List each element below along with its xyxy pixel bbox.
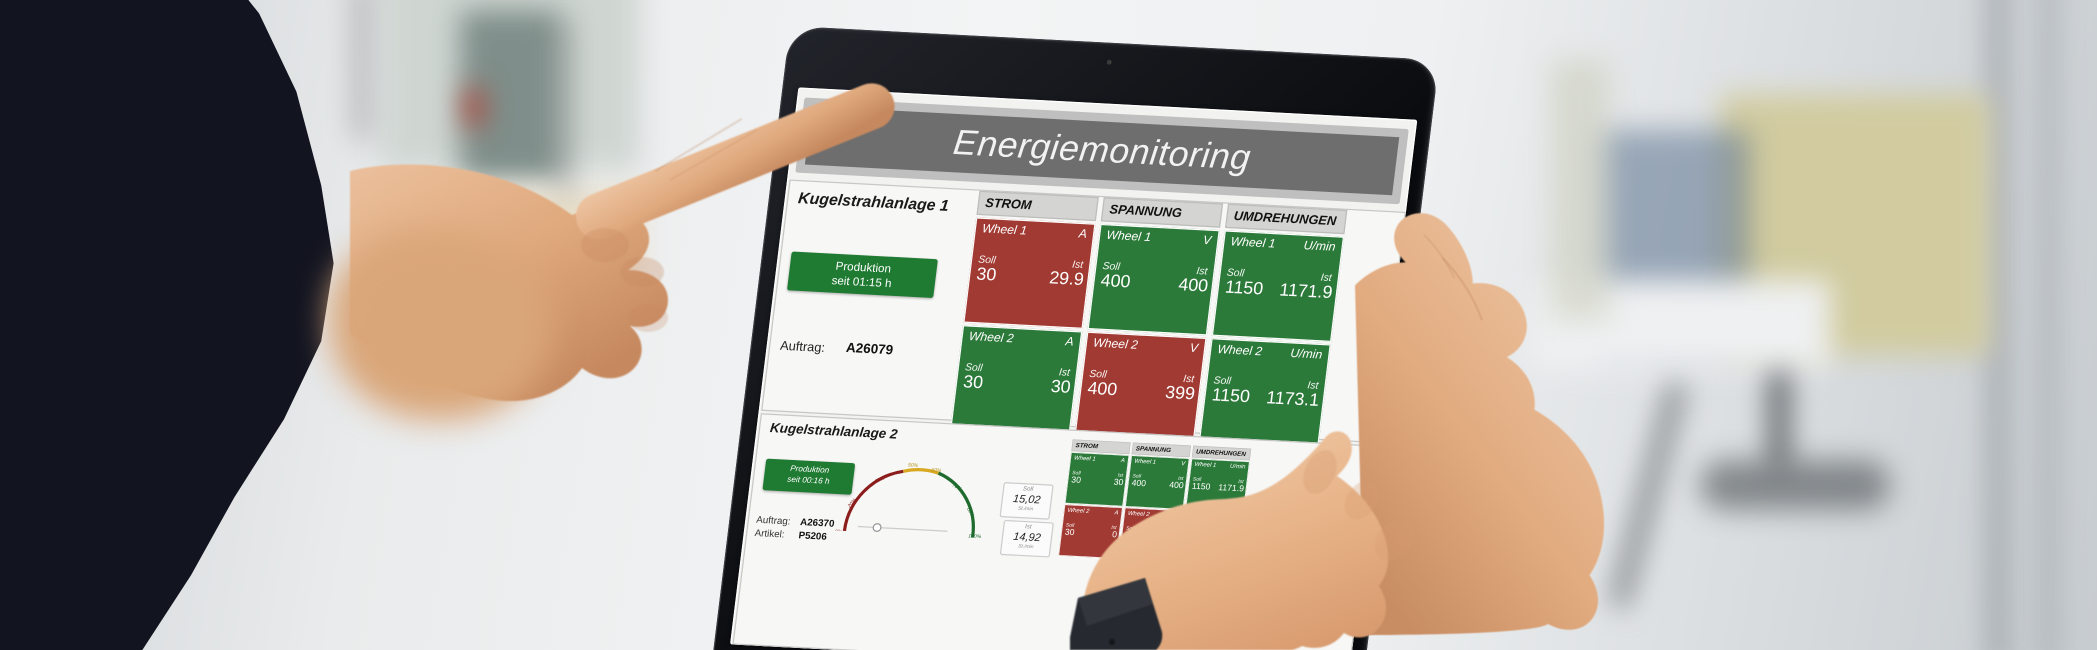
svg-text:Leistung 39.33 %: Leistung 39.33 % [858,537,903,539]
svg-text:100%: 100% [968,533,982,538]
svg-text:0%: 0% [835,529,843,535]
